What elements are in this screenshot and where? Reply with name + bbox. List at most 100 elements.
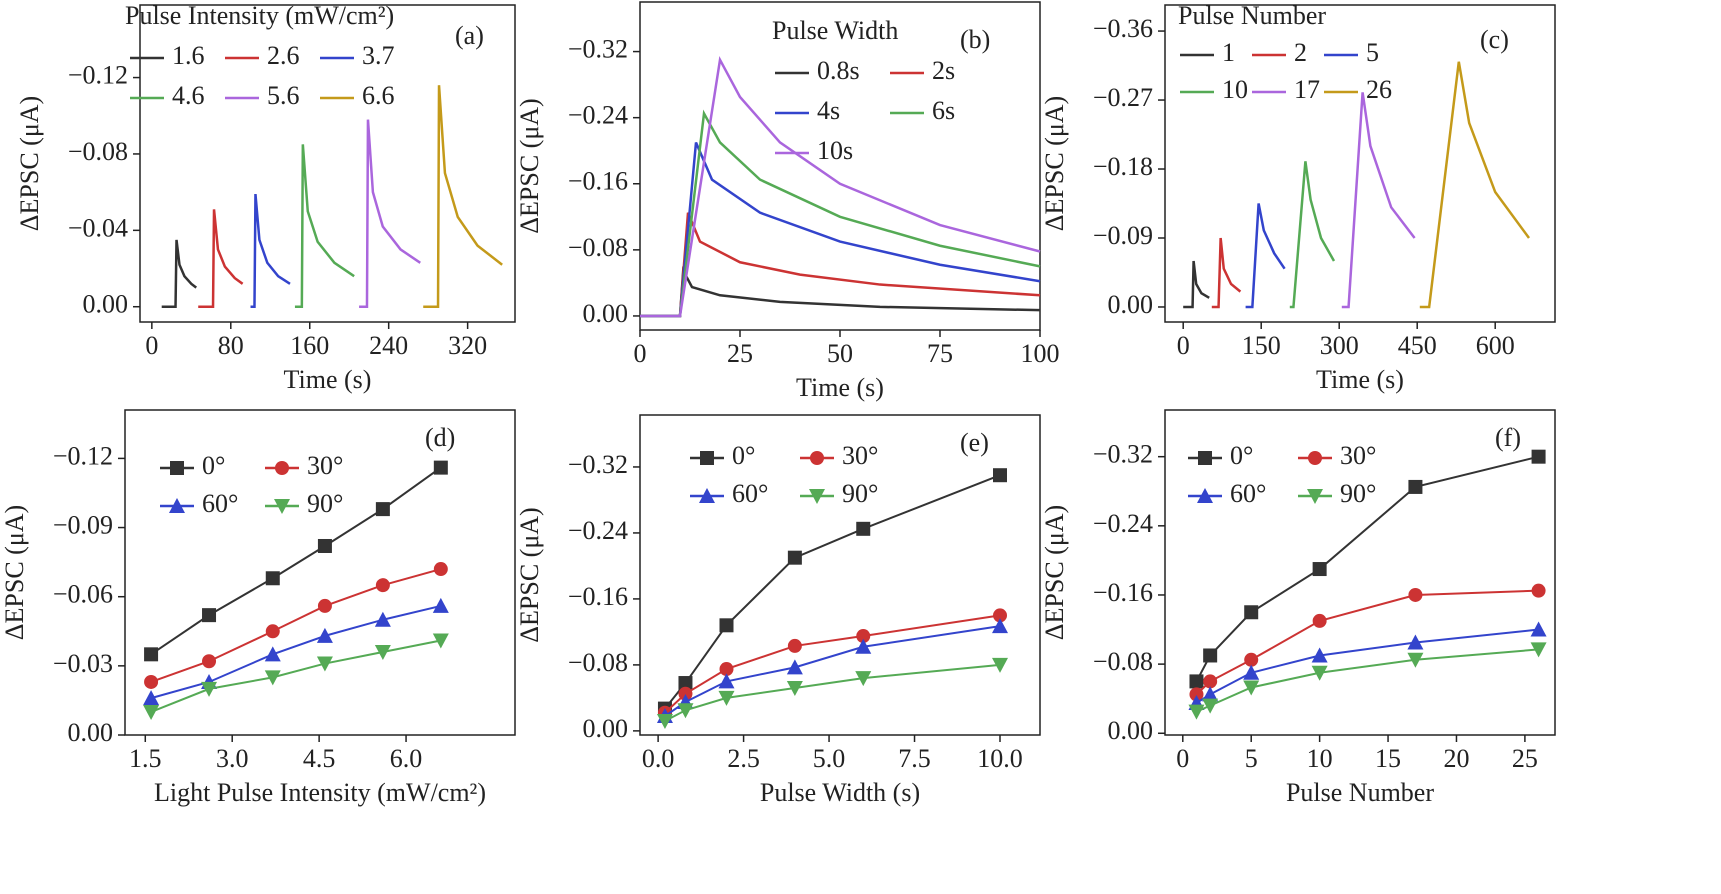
legend-marker: [1198, 451, 1212, 465]
x-tick-label: 100: [1021, 339, 1060, 368]
series-line: [294, 144, 355, 308]
marker: [1203, 674, 1218, 689]
panel-label: (f): [1495, 423, 1521, 452]
legend-label: 30°: [1340, 441, 1376, 470]
legend-label: 0°: [202, 451, 225, 480]
marker: [317, 598, 332, 613]
marker: [144, 674, 159, 689]
marker: [1189, 687, 1204, 702]
marker: [144, 647, 159, 662]
marker: [1189, 674, 1204, 689]
series-line: [1289, 161, 1336, 309]
plot-frame: [639, 414, 1041, 736]
legend-label: 5: [1366, 38, 1379, 67]
marker: [433, 562, 448, 577]
legend-label: 1: [1222, 38, 1235, 67]
series-line: [250, 193, 291, 308]
y-tick-label: −0.06: [53, 580, 113, 609]
marker: [787, 638, 802, 653]
y-tick-label: −0.24: [1093, 509, 1153, 538]
x-axis-label: Time (s): [796, 373, 884, 402]
x-tick-label: 4.5: [303, 744, 336, 773]
marker: [1244, 652, 1259, 667]
marker: [787, 550, 802, 565]
legend-title: Pulse Number: [1178, 1, 1326, 30]
x-tick-label: 150: [1242, 331, 1281, 360]
y-tick-label: 0.00: [583, 714, 629, 743]
marker: [719, 618, 734, 633]
y-tick-label: −0.08: [1093, 647, 1153, 676]
marker: [374, 645, 391, 661]
marker: [993, 608, 1007, 623]
marker: [374, 611, 391, 627]
marker: [316, 627, 333, 643]
marker: [265, 571, 280, 586]
x-tick-label: 0: [1176, 744, 1189, 773]
legend-label: 5.6: [267, 81, 300, 110]
marker: [201, 681, 218, 697]
marker: [1244, 605, 1259, 620]
panel-label: (d): [425, 423, 455, 452]
series-line: [640, 55, 1041, 318]
x-axis-label: Pulse Width (s): [760, 778, 920, 807]
legend-label: 6.6: [362, 81, 395, 110]
marker: [143, 704, 160, 720]
legend-marker: [809, 489, 825, 504]
x-tick-label: 0: [1177, 331, 1190, 360]
legend-label: 3.7: [362, 41, 395, 70]
plot-frame: [1164, 4, 1556, 323]
legend-label: 0°: [1230, 441, 1253, 470]
marker: [432, 597, 449, 613]
legend-marker: [1197, 488, 1213, 503]
y-tick-label: −0.18: [1093, 152, 1153, 181]
marker: [855, 638, 872, 654]
marker: [433, 460, 448, 475]
y-axis-label: ΔEPSC (μA): [15, 96, 44, 231]
x-tick-label: 7.5: [898, 744, 931, 773]
x-axis-label: Pulse Number: [1286, 778, 1434, 807]
y-tick-label: −0.09: [53, 511, 113, 540]
x-tick-label: 2.5: [727, 744, 760, 773]
x-tick-label: 10.0: [977, 744, 1023, 773]
y-tick-label: 0.00: [68, 718, 114, 747]
x-tick-label: 0: [145, 331, 158, 360]
marker: [316, 656, 333, 672]
legend-marker: [275, 461, 289, 475]
panel-label: (a): [455, 21, 484, 50]
series-line: [1341, 92, 1416, 309]
y-tick-label: −0.12: [53, 441, 113, 470]
y-axis-label: ΔEPSC (μA): [515, 507, 544, 642]
legend-label: 60°: [202, 489, 238, 518]
marker: [992, 657, 1008, 673]
marker: [1243, 664, 1260, 680]
legend-marker: [699, 488, 715, 503]
marker: [202, 654, 217, 669]
marker: [1312, 562, 1327, 577]
legend-label: 10s: [817, 136, 853, 165]
series-line: [359, 119, 421, 308]
y-tick-label: 0.00: [1108, 716, 1154, 745]
marker: [677, 703, 694, 719]
legend-marker: [1307, 489, 1323, 504]
marker: [1530, 621, 1547, 637]
legend-label: 60°: [732, 479, 768, 508]
x-tick-label: 0: [634, 339, 647, 368]
legend-label: 17: [1294, 75, 1320, 104]
marker: [856, 521, 871, 536]
series-line: [150, 639, 442, 713]
marker: [856, 629, 871, 644]
legend-marker: [169, 498, 185, 513]
marker: [678, 686, 693, 701]
x-tick-label: 20: [1443, 744, 1469, 773]
y-tick-label: −0.36: [1093, 14, 1153, 43]
x-tick-label: 5.0: [813, 744, 846, 773]
series-line: [150, 604, 442, 700]
marker: [992, 618, 1008, 634]
x-tick-label: 25: [727, 339, 753, 368]
marker: [1188, 704, 1205, 720]
legend-marker: [274, 499, 290, 514]
legend-label: 26: [1366, 75, 1392, 104]
y-tick-label: −0.08: [568, 648, 628, 677]
y-axis-label: ΔEPSC (μA): [515, 98, 544, 233]
y-tick-label: −0.27: [1093, 83, 1153, 112]
